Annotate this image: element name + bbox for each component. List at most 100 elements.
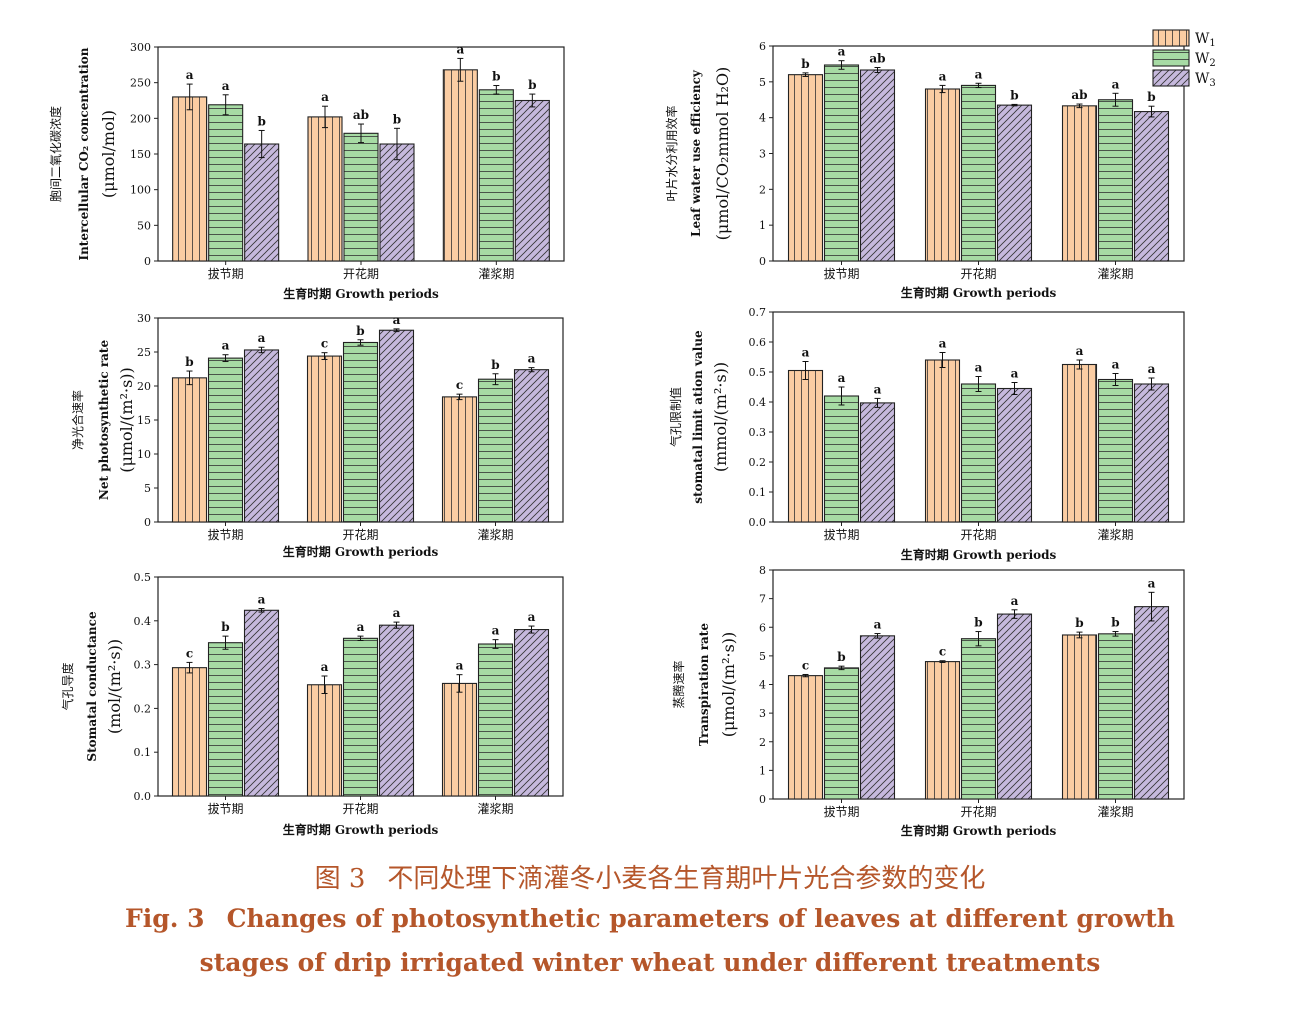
bar <box>1133 606 1170 800</box>
significance-letter: a <box>321 660 329 674</box>
significance-letter: a <box>838 45 846 59</box>
bar <box>513 369 550 523</box>
x-tick-label: 开花期 <box>342 801 378 816</box>
bar <box>477 643 514 797</box>
y-axis-label-cn: 胞间二氧化碳浓度 <box>48 106 63 202</box>
bar <box>243 609 280 797</box>
bar <box>171 377 208 523</box>
legend-label-3: W3 <box>1195 71 1216 89</box>
y-tick-label: 0.5 <box>134 571 152 584</box>
bar <box>1133 111 1170 262</box>
significance-letter: ab <box>869 52 885 66</box>
bar <box>823 64 860 262</box>
bar <box>379 143 415 262</box>
y-tick-label: 2 <box>759 736 766 749</box>
significance-letter: a <box>874 382 882 396</box>
caption-english-line-1: Fig. 3 Changes of photosynthetic paramete… <box>0 904 1300 933</box>
y-tick-label: 0.6 <box>749 336 767 349</box>
y-axis-label-en: Intercellular CO₂ concentration <box>77 47 91 260</box>
y-axis-unit: (μmol/(m²·s)) <box>117 367 136 473</box>
bar <box>378 624 415 797</box>
bar <box>306 355 343 523</box>
bar <box>478 89 514 262</box>
y-tick-label: 5 <box>759 650 766 663</box>
x-tick-label: 灌浆期 <box>477 527 513 542</box>
significance-letter: c <box>456 378 463 392</box>
x-tick-label: 灌浆期 <box>477 801 513 816</box>
significance-letter: a <box>975 67 983 81</box>
significance-letter: a <box>528 352 536 366</box>
caption-en-text-1: Changes of photosynthetic parameters of … <box>226 904 1175 933</box>
y-tick-label: 0.4 <box>749 396 767 409</box>
bar <box>859 635 896 800</box>
chart-panel-4: 0.0 0.1 0.2 0.3 0.4 0.5 0.6 0.7 拔节期 a a a 开花期 a a a 灌浆期 a… <box>668 306 1185 562</box>
bar <box>1133 383 1170 523</box>
x-axis-label: 生育时期 Growth periods <box>283 544 439 559</box>
significance-letter: a <box>393 606 401 620</box>
x-tick-label: 开花期 <box>960 804 996 819</box>
y-axis-unit: (μmol/(m²·s)) <box>719 632 738 738</box>
y-tick-label: 0.3 <box>749 426 767 439</box>
y-axis-label-cn: 净光合速率 <box>70 390 85 450</box>
significance-letter: b <box>528 78 536 92</box>
x-tick-label: 灌浆期 <box>1097 266 1133 281</box>
x-axis-label: 生育时期 Growth periods <box>283 822 439 837</box>
significance-letter: a <box>258 331 266 345</box>
bar <box>960 84 997 262</box>
significance-letter: a <box>838 371 846 385</box>
x-axis-label: 生育时期 Growth periods <box>901 285 1057 300</box>
significance-letter: a <box>258 593 266 607</box>
y-tick-label: 300 <box>130 41 151 54</box>
y-tick-label: 1 <box>759 764 766 777</box>
y-tick-label: 20 <box>137 380 151 393</box>
significance-letter: a <box>1076 344 1084 358</box>
x-tick-label: 拔节期 <box>207 527 243 542</box>
y-tick-label: 0.7 <box>749 306 767 319</box>
significance-letter: a <box>939 69 947 83</box>
y-tick-label: 0 <box>759 255 766 268</box>
x-tick-label: 拔节期 <box>823 527 859 542</box>
bar <box>924 88 961 262</box>
legend-swatch-2 <box>1152 49 1190 67</box>
x-tick-label: 拔节期 <box>823 804 859 819</box>
bar <box>207 357 244 523</box>
y-tick-label: 100 <box>130 184 151 197</box>
x-tick-label: 灌浆期 <box>1097 804 1133 819</box>
significance-letter: b <box>257 114 265 128</box>
bar <box>441 682 478 797</box>
y-tick-label: 0.1 <box>134 746 152 759</box>
significance-letter: a <box>528 610 536 624</box>
y-tick-label: 1 <box>759 219 766 232</box>
significance-letter: a <box>1112 358 1120 372</box>
bar <box>924 359 961 523</box>
significance-letter: b <box>1147 90 1155 104</box>
significance-letter: ab <box>353 108 369 122</box>
significance-letter: c <box>939 645 946 659</box>
bar <box>342 637 379 797</box>
bar <box>442 69 478 262</box>
caption-cn-text: 不同处理下滴灌冬小麦各生育期叶片光合参数的变化 <box>387 864 986 894</box>
y-tick-label: 250 <box>130 77 151 90</box>
y-tick-label: 3 <box>759 707 766 720</box>
bar <box>823 667 860 800</box>
y-tick-label: 0.0 <box>134 790 152 803</box>
significance-letter: b <box>1111 616 1119 630</box>
significance-letter: a <box>186 68 194 82</box>
y-tick-label: 0.1 <box>749 486 767 499</box>
x-tick-label: 开花期 <box>960 266 996 281</box>
y-tick-label: 8 <box>759 564 766 577</box>
y-tick-label: 0 <box>759 793 766 806</box>
bar <box>1097 99 1134 262</box>
y-axis-label-en: stomatal limit ation value <box>691 330 705 504</box>
y-tick-label: 50 <box>137 219 151 232</box>
y-tick-label: 0 <box>144 255 151 268</box>
y-tick-label: 6 <box>759 40 766 53</box>
chart-panel-3: 0 5 10 15 20 25 30 拔节期 b a a 开花期 c b a 灌浆期 c b a 生育时期 Growt… <box>70 312 564 559</box>
bar <box>378 329 415 523</box>
legend-label-2: W2 <box>1195 51 1216 69</box>
significance-letter: a <box>357 620 365 634</box>
y-tick-label: 2 <box>759 183 766 196</box>
bar <box>306 684 343 797</box>
